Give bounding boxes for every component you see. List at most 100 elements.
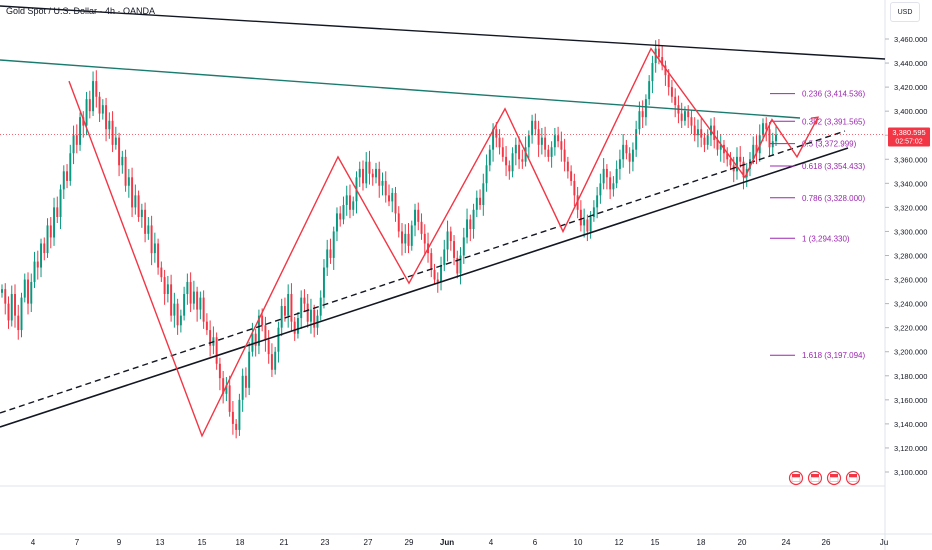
candle-body — [7, 303, 10, 321]
candle-body — [290, 293, 293, 322]
candle-body — [482, 183, 485, 205]
candle-body — [287, 293, 290, 316]
candle-body — [150, 225, 153, 254]
candle-body — [270, 354, 273, 370]
y-tick-label: 3,440.000 — [894, 59, 927, 68]
calendar-event-top — [830, 474, 838, 477]
candle-body — [628, 153, 631, 162]
candle-body — [296, 318, 299, 334]
candle-body — [384, 180, 387, 196]
candle-body — [635, 129, 638, 150]
candle-body — [30, 281, 33, 304]
candle-body — [27, 279, 29, 304]
candle-body — [33, 261, 36, 282]
calendar-event-icon — [807, 470, 823, 486]
x-tick-label: 15 — [651, 538, 660, 547]
candle-body — [306, 303, 309, 322]
candle-body — [605, 168, 608, 178]
y-tick-label: 3,200.000 — [894, 348, 927, 357]
candle-body — [124, 156, 127, 186]
fib-level-label: 0.236 (3,414.536) — [802, 90, 865, 99]
candle-body — [755, 144, 758, 154]
candle-body — [618, 159, 621, 169]
candle-body — [179, 315, 182, 326]
calendar-event-body — [791, 477, 801, 482]
candle-body — [547, 149, 550, 157]
currency-button[interactable]: USD — [890, 2, 920, 22]
calendar-event-icon — [845, 470, 861, 486]
zigzag-arrowhead — [810, 116, 819, 125]
candle-body — [280, 306, 283, 328]
x-tick-label: 29 — [405, 538, 414, 547]
candle-body — [277, 327, 280, 352]
candle-body — [98, 96, 101, 114]
x-tick-label: 15 — [198, 538, 207, 547]
candle-body — [215, 337, 218, 364]
x-tick-label: 23 — [321, 538, 330, 547]
candle-body — [667, 75, 670, 88]
candle-body — [66, 171, 69, 181]
candle-body — [358, 168, 361, 178]
x-tick-label: 4 — [489, 538, 494, 547]
candle-body — [46, 225, 49, 254]
candle-body — [518, 144, 521, 160]
candle-body — [352, 201, 355, 210]
candle-body — [475, 197, 478, 210]
candle-body — [72, 135, 75, 154]
candle-body — [40, 243, 43, 268]
candle-body — [348, 195, 351, 210]
candle-body — [10, 293, 13, 321]
candle-body — [531, 120, 534, 136]
candle-body — [362, 168, 364, 184]
candle-body — [342, 204, 345, 220]
candle-body — [176, 303, 179, 326]
zigzag-pattern — [68, 47, 819, 438]
candle-body — [101, 105, 104, 114]
candle-body — [514, 144, 517, 154]
x-tick-label: 24 — [782, 538, 791, 547]
candle-body — [430, 253, 433, 270]
candle-body — [309, 309, 312, 322]
candle-body — [423, 233, 426, 244]
candle-body — [449, 231, 452, 242]
candle-body — [537, 129, 540, 145]
fib-level-label: 0.5 (3,372.999) — [802, 140, 857, 149]
candle-body — [589, 217, 592, 232]
candle-body — [420, 221, 423, 234]
candle-body — [20, 297, 23, 331]
candle-body — [85, 99, 88, 126]
x-tick-label: 6 — [533, 538, 538, 547]
candle-body — [768, 129, 771, 148]
candle-body — [417, 209, 420, 222]
candle-body — [335, 213, 338, 232]
x-tick-label: Ju — [880, 538, 888, 547]
x-tick-label: 12 — [615, 538, 624, 547]
candle-body — [121, 156, 124, 166]
candle-body — [127, 177, 130, 186]
candle-body — [453, 241, 456, 258]
candle-body — [729, 159, 732, 166]
y-tick-label: 3,320.000 — [894, 203, 927, 212]
candle-body — [540, 137, 543, 145]
fib-level-label: 0.382 (3,391.565) — [802, 117, 865, 126]
candle-body — [173, 303, 176, 316]
candle-body — [410, 225, 413, 246]
candle-body — [440, 265, 443, 282]
calendar-event-icon — [826, 470, 842, 486]
candle-body — [371, 173, 374, 178]
candle-body — [248, 351, 251, 388]
candle-body — [1, 289, 3, 293]
y-tick-label: 3,280.000 — [894, 252, 927, 261]
y-tick-label: 3,100.000 — [894, 468, 927, 477]
candle-body — [612, 183, 615, 190]
candle-body — [599, 183, 602, 196]
fib-level-label: 1 (3,294.330) — [802, 234, 850, 243]
candle-body — [231, 411, 234, 424]
candle-body — [157, 243, 160, 268]
candle-body — [332, 231, 335, 258]
candle-body — [235, 423, 238, 430]
calendar-event-top — [792, 474, 800, 477]
x-tick-label: 7 — [75, 538, 80, 547]
candle-body — [79, 117, 82, 145]
